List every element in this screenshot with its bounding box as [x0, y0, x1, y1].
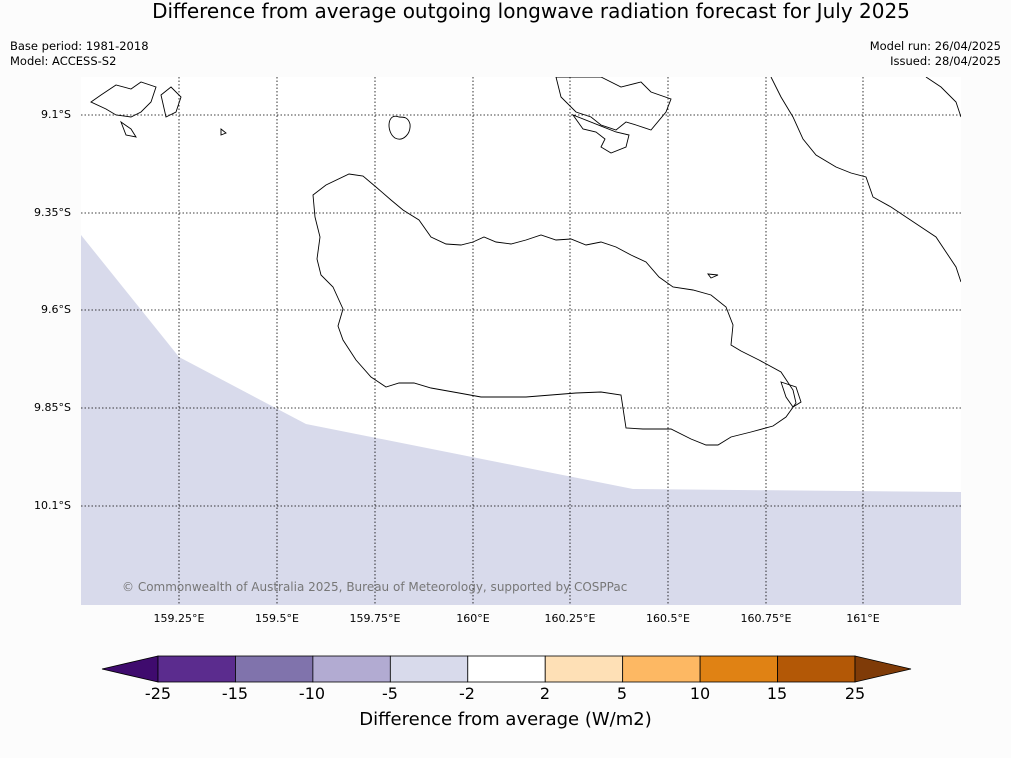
colorbar-segment: [389, 655, 469, 683]
map-title: Difference from average outgoing longwav…: [152, 0, 910, 23]
colorbar-tick: -10: [298, 684, 326, 703]
lon-label: 159.25°E: [153, 612, 205, 625]
lon-label: 159.75°E: [349, 612, 401, 625]
lat-label: 9.6°S: [41, 303, 71, 316]
lat-label: 9.1°S: [41, 108, 71, 121]
colorbar-segment: [622, 655, 701, 683]
graticule: [81, 77, 961, 605]
coastlines: [90, 77, 961, 446]
colorbar-tick: -15: [221, 684, 249, 703]
colorbar-segment: [235, 655, 314, 683]
lon-label: 160°E: [456, 612, 490, 625]
florida-islands-coast: [555, 77, 672, 131]
colorbar-segment: [777, 655, 856, 683]
lat-label: 9.35°S: [34, 206, 71, 219]
colorbar-arrow-high: [854, 655, 912, 683]
base-period: Base period: 1981-2018: [10, 39, 149, 53]
russell-islands-coast: [90, 81, 157, 118]
colorbar-segment: [157, 655, 236, 683]
meta-right: Model run: 26/04/2025 Issued: 28/04/2025: [870, 39, 1001, 69]
colorbar-segment: [544, 655, 624, 683]
lon-label: 160.75°E: [740, 612, 792, 625]
colorbar-tick: -25: [144, 684, 172, 703]
anomaly-shading: [81, 235, 961, 605]
colorbar: [101, 655, 912, 683]
savo-island-coast: [388, 115, 411, 140]
colorbar-tick: 25: [844, 684, 866, 703]
colorbar-segment: [312, 655, 391, 683]
copyright-notice: © Commonwealth of Australia 2025, Bureau…: [122, 580, 628, 594]
colorbar-tick: 15: [766, 684, 788, 703]
map-panel: [81, 77, 961, 605]
colorbar-tick: 10: [689, 684, 711, 703]
malaita-coast: [770, 77, 961, 283]
lon-label: 160.25°E: [544, 612, 596, 625]
issued-date: Issued: 28/04/2025: [890, 54, 1001, 68]
lat-label: 10.1°S: [34, 499, 71, 512]
colorbar-segment: [699, 655, 778, 683]
colorbar-title: Difference from average (W/m2): [359, 709, 652, 730]
colorbar-tick: -5: [382, 684, 398, 703]
colorbar-tick: 2: [539, 684, 551, 703]
colorbar-arrow-low: [101, 655, 159, 683]
colorbar-tick: 5: [616, 684, 628, 703]
lon-label: 161°E: [846, 612, 880, 625]
model-name: Model: ACCESS-S2: [10, 54, 117, 68]
meta-left: Base period: 1981-2018 Model: ACCESS-S2: [10, 39, 149, 69]
guadalcanal-coast: [312, 173, 797, 446]
colorbar-tick: -2: [459, 684, 475, 703]
model-run: Model run: 26/04/2025: [869, 39, 1001, 53]
colorbar-segment: [467, 655, 546, 683]
lon-label: 159.5°E: [255, 612, 299, 625]
lat-label: 9.85°S: [34, 401, 71, 414]
map-svg: [81, 77, 961, 605]
lon-label: 160.5°E: [646, 612, 690, 625]
